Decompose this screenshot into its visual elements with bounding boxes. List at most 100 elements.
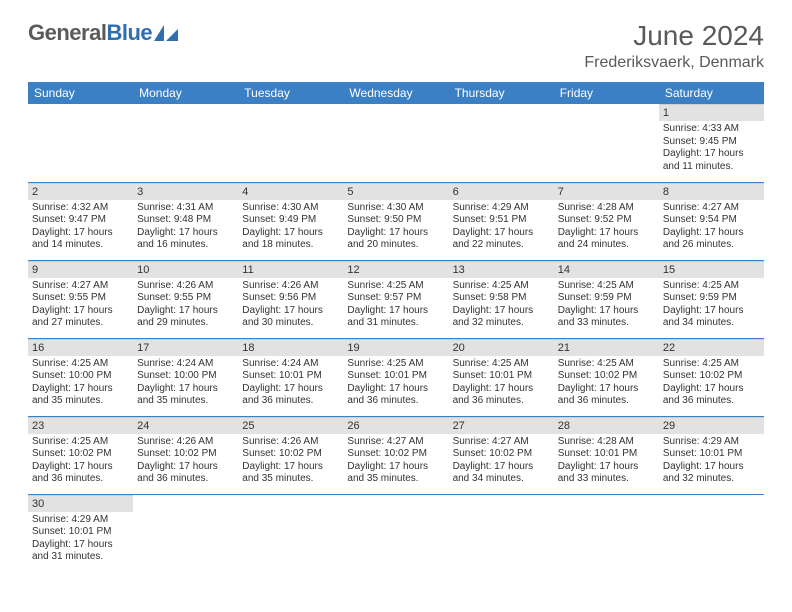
day-number: 11 bbox=[238, 261, 343, 278]
sunset-line: Sunset: 10:02 PM bbox=[558, 370, 655, 383]
daylight-line: Daylight: 17 hours and 30 minutes. bbox=[242, 305, 339, 330]
day-details: Sunrise: 4:27 AMSunset: 9:55 PMDaylight:… bbox=[28, 278, 133, 334]
daylight-line: Daylight: 17 hours and 29 minutes. bbox=[137, 305, 234, 330]
day-number: 30 bbox=[28, 495, 133, 512]
brand-part2: Blue bbox=[106, 20, 152, 46]
calendar-cell: 7 Sunrise: 4:28 AMSunset: 9:52 PMDaylight… bbox=[554, 182, 659, 260]
calendar-cell: 23Sunrise: 4:25 AMSunset: 10:02 PMDaylig… bbox=[28, 416, 133, 494]
day-number: 7 bbox=[554, 183, 659, 200]
weekday-header: Sunday bbox=[28, 82, 133, 104]
sunset-line: Sunset: 9:59 PM bbox=[663, 292, 760, 305]
day-number: 6 bbox=[449, 183, 554, 200]
calendar-cell: 30Sunrise: 4:29 AMSunset: 10:01 PMDaylig… bbox=[28, 494, 133, 572]
day-details: Sunrise: 4:26 AMSunset: 9:56 PMDaylight:… bbox=[238, 278, 343, 334]
daylight-line: Daylight: 17 hours and 31 minutes. bbox=[32, 539, 129, 564]
sail-icon bbox=[154, 25, 178, 41]
daylight-line: Daylight: 17 hours and 26 minutes. bbox=[663, 227, 760, 252]
sunset-line: Sunset: 9:45 PM bbox=[663, 136, 760, 149]
calendar-cell: 12Sunrise: 4:25 AMSunset: 9:57 PMDayligh… bbox=[343, 260, 448, 338]
sunrise-line: Sunrise: 4:30 AM bbox=[347, 202, 444, 215]
calendar-cell bbox=[238, 104, 343, 182]
day-number: 19 bbox=[343, 339, 448, 356]
sunrise-line: Sunrise: 4:32 AM bbox=[32, 202, 129, 215]
weekday-header-row: Sunday Monday Tuesday Wednesday Thursday… bbox=[28, 82, 764, 104]
daylight-line: Daylight: 17 hours and 35 minutes. bbox=[137, 383, 234, 408]
sunset-line: Sunset: 10:01 PM bbox=[453, 370, 550, 383]
calendar-cell: 26Sunrise: 4:27 AMSunset: 10:02 PMDaylig… bbox=[343, 416, 448, 494]
day-number: 29 bbox=[659, 417, 764, 434]
sunrise-line: Sunrise: 4:27 AM bbox=[663, 202, 760, 215]
daylight-line: Daylight: 17 hours and 34 minutes. bbox=[663, 305, 760, 330]
calendar-cell: 16Sunrise: 4:25 AMSunset: 10:00 PMDaylig… bbox=[28, 338, 133, 416]
day-number: 3 bbox=[133, 183, 238, 200]
sunrise-line: Sunrise: 4:27 AM bbox=[32, 280, 129, 293]
day-number: 25 bbox=[238, 417, 343, 434]
calendar-row: 23Sunrise: 4:25 AMSunset: 10:02 PMDaylig… bbox=[28, 416, 764, 494]
sunset-line: Sunset: 10:01 PM bbox=[663, 448, 760, 461]
calendar-cell: 3Sunrise: 4:31 AMSunset: 9:48 PMDaylight… bbox=[133, 182, 238, 260]
daylight-line: Daylight: 17 hours and 35 minutes. bbox=[242, 461, 339, 486]
sunrise-line: Sunrise: 4:30 AM bbox=[242, 202, 339, 215]
calendar-cell: 1Sunrise: 4:33 AMSunset: 9:45 PMDaylight… bbox=[659, 104, 764, 182]
sunrise-line: Sunrise: 4:24 AM bbox=[137, 358, 234, 371]
calendar-cell: 18Sunrise: 4:24 AMSunset: 10:01 PMDaylig… bbox=[238, 338, 343, 416]
day-number: 20 bbox=[449, 339, 554, 356]
calendar-cell: 9Sunrise: 4:27 AMSunset: 9:55 PMDaylight… bbox=[28, 260, 133, 338]
sunset-line: Sunset: 10:01 PM bbox=[242, 370, 339, 383]
day-number: 26 bbox=[343, 417, 448, 434]
calendar-row: 9Sunrise: 4:27 AMSunset: 9:55 PMDaylight… bbox=[28, 260, 764, 338]
calendar-cell: 20Sunrise: 4:25 AMSunset: 10:01 PMDaylig… bbox=[449, 338, 554, 416]
day-details: Sunrise: 4:33 AMSunset: 9:45 PMDaylight:… bbox=[659, 121, 764, 177]
sunset-line: Sunset: 9:52 PM bbox=[558, 214, 655, 227]
sunrise-line: Sunrise: 4:26 AM bbox=[137, 436, 234, 449]
day-details: Sunrise: 4:26 AMSunset: 9:55 PMDaylight:… bbox=[133, 278, 238, 334]
sunrise-line: Sunrise: 4:28 AM bbox=[558, 202, 655, 215]
calendar-cell bbox=[659, 494, 764, 572]
sunset-line: Sunset: 10:00 PM bbox=[137, 370, 234, 383]
daylight-line: Daylight: 17 hours and 35 minutes. bbox=[347, 461, 444, 486]
sunset-line: Sunset: 9:48 PM bbox=[137, 214, 234, 227]
calendar-cell: 11Sunrise: 4:26 AMSunset: 9:56 PMDayligh… bbox=[238, 260, 343, 338]
sunrise-line: Sunrise: 4:26 AM bbox=[242, 280, 339, 293]
day-details: Sunrise: 4:29 AMSunset: 10:01 PMDaylight… bbox=[28, 512, 133, 568]
weekday-header: Monday bbox=[133, 82, 238, 104]
sunrise-line: Sunrise: 4:29 AM bbox=[32, 514, 129, 527]
daylight-line: Daylight: 17 hours and 24 minutes. bbox=[558, 227, 655, 252]
calendar-cell: 8Sunrise: 4:27 AMSunset: 9:54 PMDaylight… bbox=[659, 182, 764, 260]
day-number: 14 bbox=[554, 261, 659, 278]
weekday-header: Friday bbox=[554, 82, 659, 104]
calendar-cell: 13Sunrise: 4:25 AMSunset: 9:58 PMDayligh… bbox=[449, 260, 554, 338]
daylight-line: Daylight: 17 hours and 18 minutes. bbox=[242, 227, 339, 252]
calendar-cell: 29Sunrise: 4:29 AMSunset: 10:01 PMDaylig… bbox=[659, 416, 764, 494]
sunrise-line: Sunrise: 4:29 AM bbox=[663, 436, 760, 449]
sunset-line: Sunset: 10:01 PM bbox=[558, 448, 655, 461]
calendar-cell bbox=[238, 494, 343, 572]
day-number: 2 bbox=[28, 183, 133, 200]
sunset-line: Sunset: 10:02 PM bbox=[137, 448, 234, 461]
sunset-line: Sunset: 10:02 PM bbox=[453, 448, 550, 461]
sunrise-line: Sunrise: 4:25 AM bbox=[347, 280, 444, 293]
daylight-line: Daylight: 17 hours and 35 minutes. bbox=[32, 383, 129, 408]
weekday-header: Saturday bbox=[659, 82, 764, 104]
sunrise-line: Sunrise: 4:28 AM bbox=[558, 436, 655, 449]
day-number: 16 bbox=[28, 339, 133, 356]
calendar-cell: 14Sunrise: 4:25 AMSunset: 9:59 PMDayligh… bbox=[554, 260, 659, 338]
day-details: Sunrise: 4:27 AMSunset: 9:54 PMDaylight:… bbox=[659, 200, 764, 256]
weekday-header: Tuesday bbox=[238, 82, 343, 104]
calendar-cell bbox=[449, 104, 554, 182]
calendar-cell bbox=[28, 104, 133, 182]
sunset-line: Sunset: 9:56 PM bbox=[242, 292, 339, 305]
sunset-line: Sunset: 9:49 PM bbox=[242, 214, 339, 227]
daylight-line: Daylight: 17 hours and 32 minutes. bbox=[453, 305, 550, 330]
day-details: Sunrise: 4:27 AMSunset: 10:02 PMDaylight… bbox=[449, 434, 554, 490]
calendar-cell bbox=[343, 104, 448, 182]
sunrise-line: Sunrise: 4:25 AM bbox=[347, 358, 444, 371]
calendar-cell: 6Sunrise: 4:29 AMSunset: 9:51 PMDaylight… bbox=[449, 182, 554, 260]
sunrise-line: Sunrise: 4:26 AM bbox=[242, 436, 339, 449]
sunset-line: Sunset: 9:58 PM bbox=[453, 292, 550, 305]
sunrise-line: Sunrise: 4:25 AM bbox=[453, 280, 550, 293]
sunrise-line: Sunrise: 4:25 AM bbox=[558, 358, 655, 371]
day-number: 28 bbox=[554, 417, 659, 434]
calendar-cell: 10Sunrise: 4:26 AMSunset: 9:55 PMDayligh… bbox=[133, 260, 238, 338]
day-details: Sunrise: 4:32 AMSunset: 9:47 PMDaylight:… bbox=[28, 200, 133, 256]
